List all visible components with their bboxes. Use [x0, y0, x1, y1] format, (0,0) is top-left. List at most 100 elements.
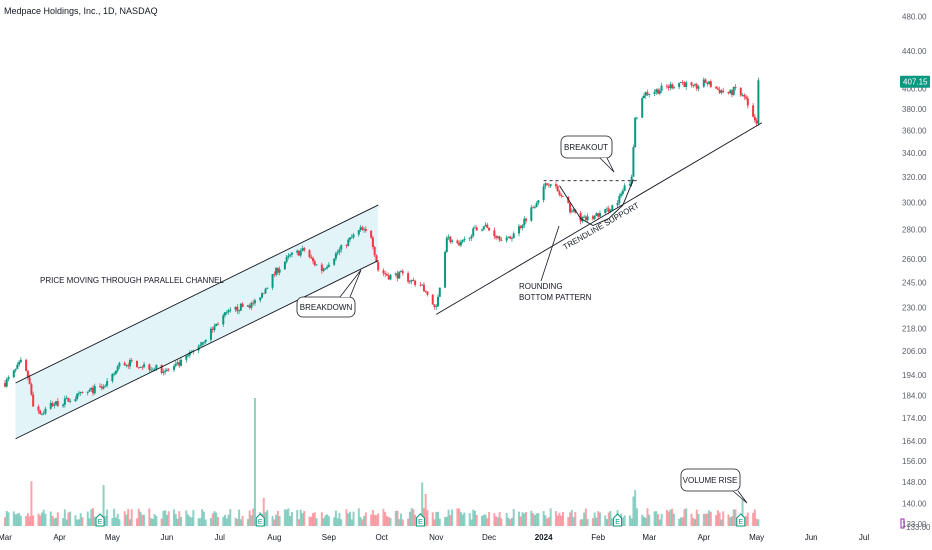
volume-bar: [336, 518, 339, 526]
candle-body: [224, 312, 227, 316]
breakout-callout: [560, 135, 613, 159]
candle-body: [199, 344, 202, 347]
candle-body: [694, 84, 697, 86]
volume-bar: [310, 516, 313, 526]
candle-body: [139, 366, 142, 368]
candle-body: [118, 362, 121, 367]
volume-bar: [584, 508, 587, 526]
price-axis[interactable]: 480.00 440.00 400.00 380.00 360.00 340.00 320.…: [900, 13, 931, 532]
volume-bar: [301, 513, 304, 526]
volume-flag-icon: [900, 518, 905, 529]
drawings: [15, 122, 763, 440]
candle-body: [500, 240, 503, 241]
candle-body: [745, 96, 748, 99]
candlesticks[interactable]: [4, 77, 760, 416]
candle-body: [544, 183, 547, 187]
volume-bar: [151, 518, 154, 526]
candle-body: [709, 81, 712, 87]
volume-bar: [598, 512, 601, 526]
candle-body: [102, 386, 105, 389]
volume-bar: [401, 519, 404, 526]
candle-body: [361, 227, 364, 230]
candle-body: [734, 86, 737, 88]
volume-bar: [106, 509, 109, 526]
candle-body: [382, 270, 385, 274]
volume-bar: [755, 518, 758, 526]
candle-body: [729, 90, 732, 94]
candle-body: [88, 389, 91, 392]
candle-body: [437, 296, 440, 307]
volume-bar: [137, 508, 140, 526]
candle-body: [496, 236, 499, 238]
candle-body: [586, 216, 589, 221]
volume-bar: [164, 510, 167, 526]
candle-body: [345, 245, 348, 246]
breakdown-callout: [296, 296, 356, 318]
candle-body: [727, 91, 730, 94]
candle-body: [472, 228, 475, 236]
candle-body: [444, 252, 447, 288]
volume-bar: [167, 511, 170, 526]
volume-rise-callout: [680, 468, 741, 492]
candle-body: [53, 404, 56, 406]
candle-body: [111, 373, 114, 382]
parallel-channel: [15, 205, 379, 439]
volume-bar: [525, 511, 528, 526]
candle-body: [746, 98, 749, 106]
volume-bar: [702, 513, 705, 526]
x-tick-label: Jun: [160, 533, 173, 542]
candle-body: [433, 304, 436, 308]
volume-bar: [482, 514, 485, 526]
candle-body: [708, 81, 711, 85]
candle-body: [690, 82, 693, 86]
x-tick-label: May: [749, 533, 764, 542]
y-tick-label: 245.00: [902, 279, 927, 288]
channel-fill: [15, 205, 379, 439]
volume-bar: [732, 509, 735, 526]
candle-body: [692, 85, 695, 87]
candle-body: [275, 267, 278, 275]
volume-bar: [349, 511, 352, 526]
candle-body: [333, 258, 336, 265]
candle-body: [512, 233, 515, 239]
candle-body: [174, 363, 177, 367]
candle-body: [757, 80, 760, 124]
volume-bar: [384, 512, 387, 526]
x-tick-label: Mar: [642, 533, 656, 542]
volume-bar: [611, 518, 614, 526]
y-tick-label: 440.00: [902, 47, 927, 56]
candle-body: [595, 213, 598, 216]
earnings-marker-label: E: [98, 519, 103, 526]
breakdown-annotation: BREAKDOWN: [300, 303, 353, 312]
candle-body: [739, 87, 742, 96]
candle-body: [634, 117, 637, 148]
volume-bar: [431, 512, 434, 526]
volume-bar: [537, 513, 540, 526]
y-tick-label: 230.00: [902, 303, 927, 312]
candle-body: [285, 257, 288, 262]
volume-bar: [296, 510, 299, 526]
candle-body: [486, 224, 489, 228]
candle-body: [667, 86, 670, 89]
candle-body: [752, 105, 755, 117]
candle-body: [299, 250, 302, 256]
volume-bar: [607, 512, 610, 526]
volume-bar: [357, 508, 360, 526]
candle-body: [178, 362, 181, 366]
volume-bar: [76, 519, 79, 526]
candle-body: [657, 89, 660, 94]
volume-bar: [275, 514, 278, 526]
volume-bar: [507, 517, 510, 526]
volume-bar: [250, 515, 253, 526]
candle-body: [468, 238, 471, 239]
volume-bar: [283, 509, 286, 526]
candle-body: [37, 406, 40, 411]
volume-bar: [493, 513, 496, 526]
time-axis[interactable]: Mar Apr May Jun Jul Aug Sep Oct Nov Dec 2024 Feb Mar…: [0, 533, 869, 542]
candle-body: [671, 84, 674, 89]
candle-body: [498, 236, 501, 241]
candle-body: [665, 85, 668, 87]
candle-body: [741, 94, 744, 96]
